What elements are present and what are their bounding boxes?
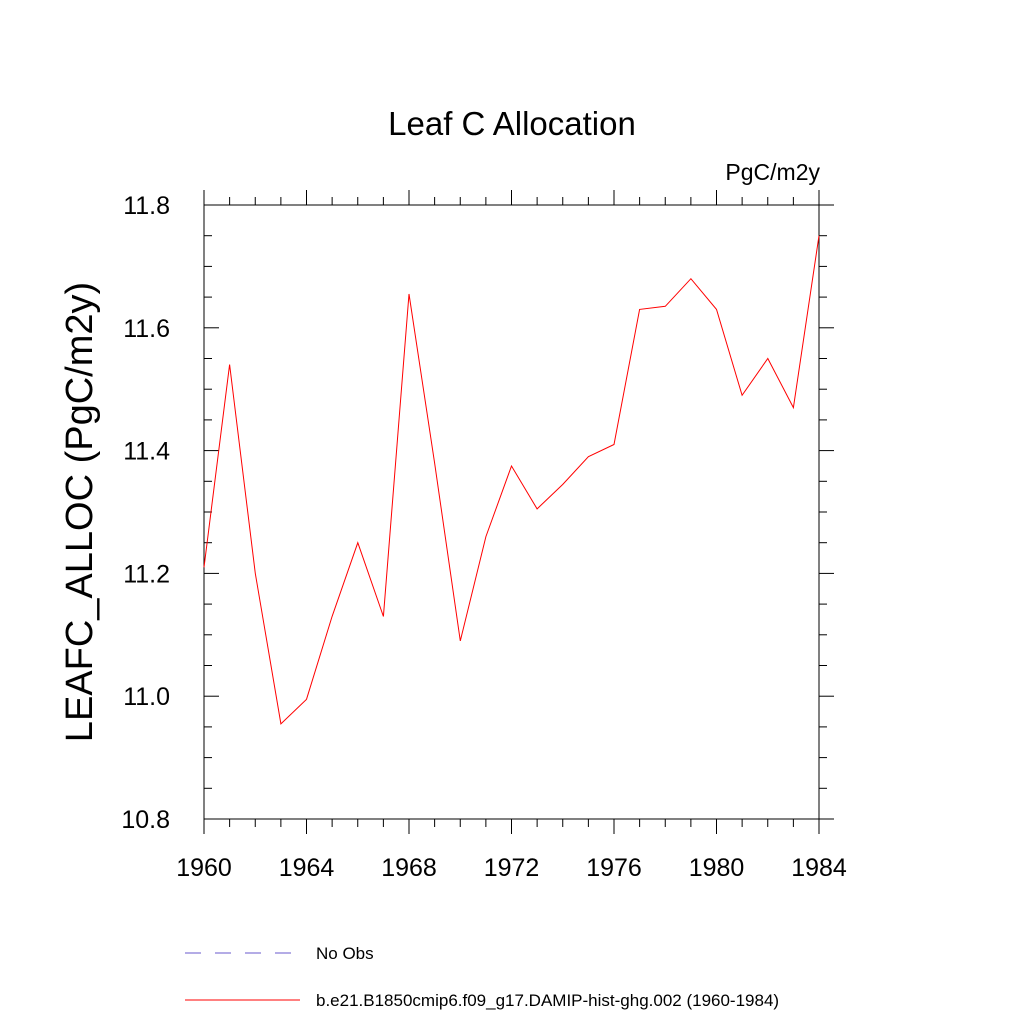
y-tick-label: 11.2 — [123, 560, 170, 588]
y-tick-label: 10.8 — [121, 806, 170, 834]
x-tick-label: 1980 — [689, 854, 745, 882]
legend-label-no-obs: No Obs — [316, 944, 374, 963]
y-tick-label: 11.6 — [123, 315, 170, 343]
units-label: PgC/m2y — [725, 159, 820, 185]
x-tick-label: 1972 — [484, 854, 540, 882]
series-line-0 — [203, 235, 820, 725]
plot-frame — [203, 204, 820, 820]
legend: No Obs b.e21.B1850cmip6.f09_g17.DAMIP-hi… — [185, 944, 779, 1010]
y-tick-label: 11.8 — [123, 192, 170, 220]
chart-title: Leaf C Allocation — [388, 105, 636, 142]
x-tick-label: 1964 — [279, 854, 335, 882]
legend-label-model: b.e21.B1850cmip6.f09_g17.DAMIP-hist-ghg.… — [316, 991, 779, 1010]
y-tick-label: 11.0 — [123, 683, 170, 711]
x-tick-label: 1960 — [176, 854, 232, 882]
y-axis-label: LEAFC_ALLOC (PgC/m2y) — [59, 282, 101, 742]
x-tick-label: 1968 — [381, 854, 437, 882]
x-tick-label: 1984 — [791, 854, 847, 882]
y-tick-label: 11.4 — [123, 438, 170, 466]
x-tick-label: 1976 — [586, 854, 642, 882]
